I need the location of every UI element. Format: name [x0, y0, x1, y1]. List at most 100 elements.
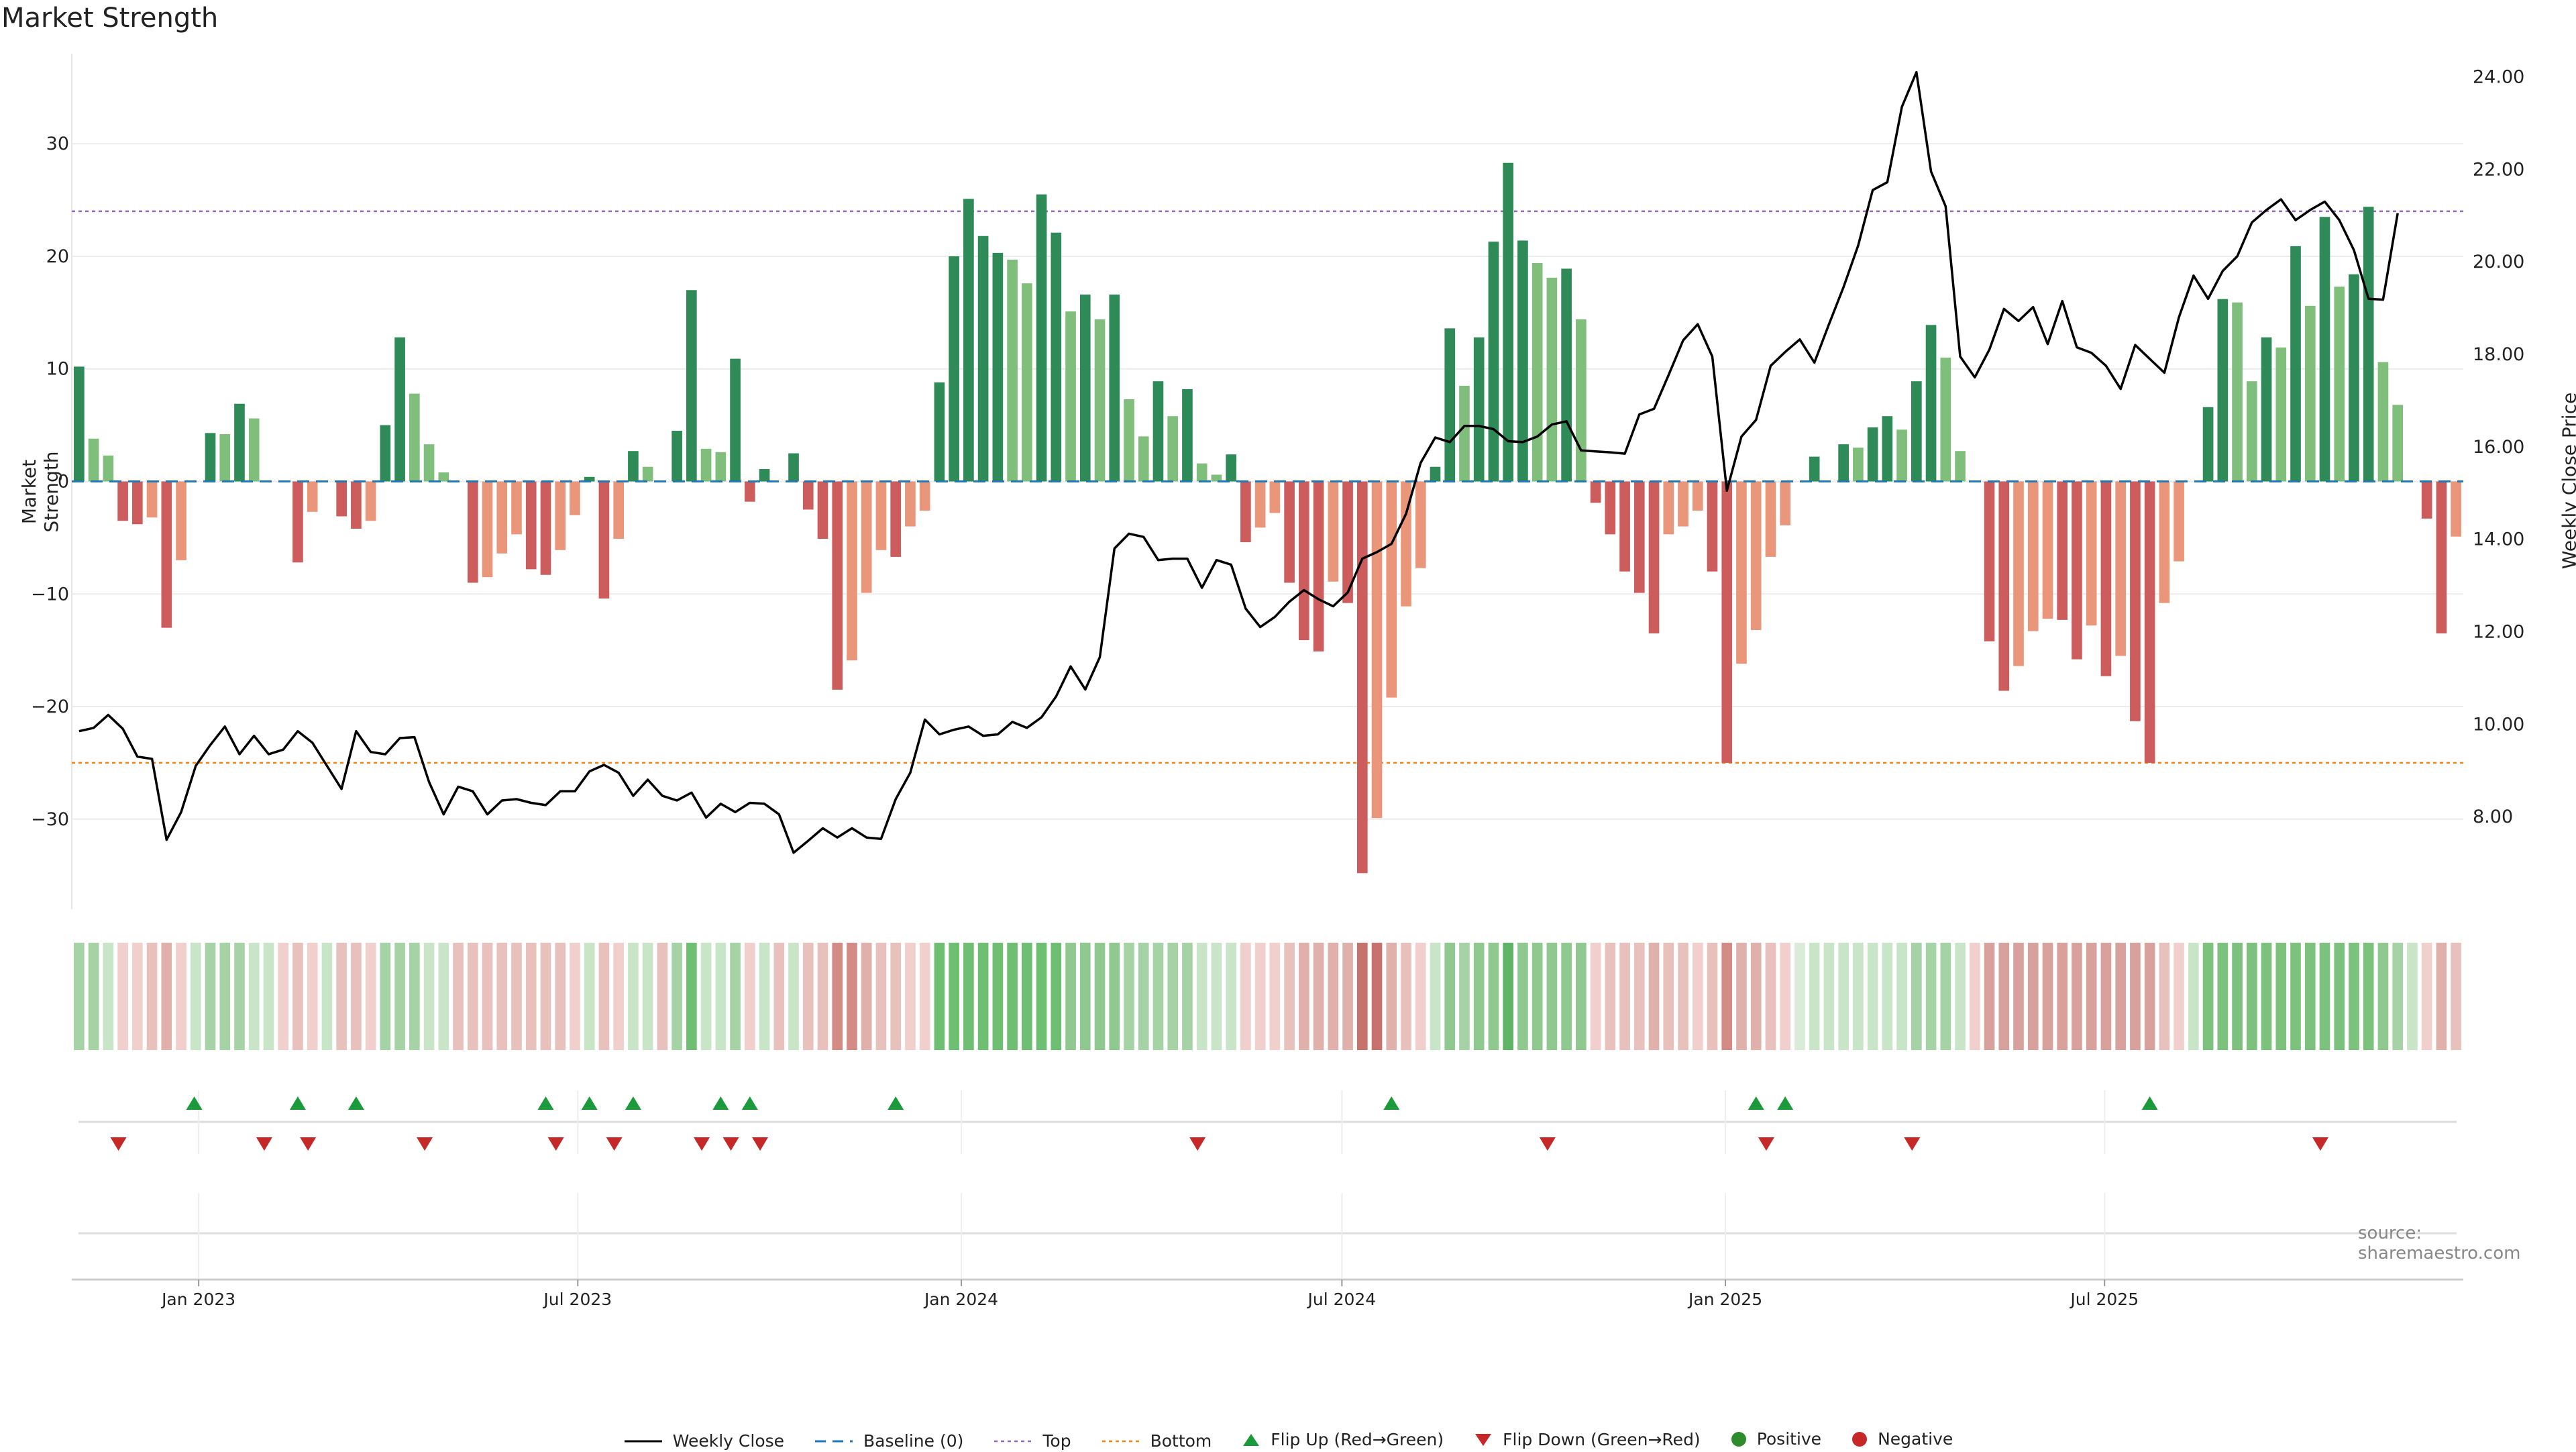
regime-cell — [920, 943, 930, 1050]
regime-cell — [1197, 943, 1208, 1050]
regime-cell — [292, 943, 303, 1050]
strength-bar — [2451, 482, 2461, 537]
strength-bar — [1007, 260, 1018, 481]
regime-cell — [773, 943, 784, 1050]
regime-cell — [2320, 943, 2330, 1050]
strength-bar — [1474, 338, 1485, 482]
strength-bar — [1634, 482, 1645, 593]
strength-bar — [1707, 482, 1718, 572]
regime-cell — [1007, 943, 1018, 1050]
x-tick-label: Jan 2023 — [160, 1290, 235, 1309]
y-tick-label-right: 18.00 — [2473, 344, 2524, 365]
regime-cell — [2363, 943, 2374, 1050]
flip-down-marker — [1904, 1137, 1920, 1151]
strength-bar — [468, 482, 478, 583]
strength-bar — [613, 482, 624, 539]
regime-cell — [2101, 943, 2112, 1050]
regime-cell — [1226, 943, 1236, 1050]
y-tick-label-left: −20 — [31, 696, 69, 717]
strength-bar — [1240, 482, 1251, 543]
strength-bar — [2203, 407, 2214, 482]
regime-cell — [1605, 943, 1616, 1050]
regime-cell — [1299, 943, 1309, 1050]
strength-bar — [1444, 328, 1455, 481]
regime-cell — [1240, 943, 1251, 1050]
strength-bar — [1313, 482, 1324, 652]
strength-bar — [2174, 482, 2184, 562]
regime-cell — [191, 943, 201, 1050]
strength-bar — [1911, 381, 1922, 481]
strength-bar — [599, 482, 610, 599]
strength-bar — [292, 482, 303, 563]
strength-bar — [2320, 217, 2330, 481]
strength-bar — [1080, 295, 1091, 481]
regime-cell — [74, 943, 85, 1050]
regime-cell — [1911, 943, 1922, 1050]
regime-cell — [993, 943, 1004, 1050]
regime-cell — [2028, 943, 2039, 1050]
regime-cell — [1095, 943, 1106, 1050]
x-tick-label: Jul 2025 — [2069, 1290, 2139, 1309]
regime-cell — [1342, 943, 1353, 1050]
regime-cell — [2392, 943, 2403, 1050]
strength-bar — [949, 256, 959, 482]
strength-bar — [161, 482, 172, 628]
regime-cell — [1751, 943, 1762, 1050]
strength-bar — [394, 338, 405, 482]
regime-cell — [438, 943, 449, 1050]
regime-cell — [394, 943, 405, 1050]
flip-down-marker — [694, 1137, 710, 1151]
regime-cell — [307, 943, 318, 1050]
regime-cell — [496, 943, 507, 1050]
y-tick-label-right: 24.00 — [2473, 66, 2524, 87]
strength-bar — [1678, 482, 1688, 527]
strength-bar — [1051, 233, 1061, 482]
regime-cell — [351, 943, 362, 1050]
strength-bar — [1328, 482, 1338, 582]
regime-cell — [1372, 943, 1383, 1050]
flip-up-marker — [712, 1096, 729, 1110]
strength-bar — [905, 482, 916, 527]
strength-bar — [1838, 444, 1849, 481]
legend-label: Flip Up (Red→Green) — [1271, 1430, 1444, 1449]
regime-cell — [1444, 943, 1455, 1050]
regime-cell — [526, 943, 537, 1050]
regime-cell — [1853, 943, 1864, 1050]
regime-cell — [643, 943, 653, 1050]
regime-cell — [2247, 943, 2257, 1050]
regime-cell — [2218, 943, 2229, 1050]
flip-up-marker — [1777, 1096, 1793, 1110]
regime-cell — [1707, 943, 1718, 1050]
regime-cell — [147, 943, 158, 1050]
regime-cell — [978, 943, 989, 1050]
y-tick-label-left: 30 — [46, 134, 69, 154]
strength-bar — [1766, 482, 1776, 557]
regime-cell — [730, 943, 741, 1050]
regime-cell — [2188, 943, 2199, 1050]
strength-bar — [628, 451, 639, 481]
regime-cell — [584, 943, 595, 1050]
strength-bar — [336, 482, 347, 517]
regime-cell — [847, 943, 857, 1050]
regime-cell — [745, 943, 755, 1050]
strength-bar — [2290, 246, 2301, 482]
strength-bar — [2349, 274, 2359, 482]
regime-cell — [1678, 943, 1688, 1050]
regime-cell — [1357, 943, 1368, 1050]
strength-bar — [2422, 482, 2432, 519]
strength-bar — [1532, 263, 1543, 481]
strength-bar — [1591, 482, 1601, 503]
regime-cell — [2261, 943, 2272, 1050]
legend-label: Top — [1042, 1431, 1071, 1451]
flip-up-marker — [625, 1096, 641, 1110]
regime-cell — [1984, 943, 1995, 1050]
regime-cell — [1955, 943, 1966, 1050]
regime-cell — [1926, 943, 1937, 1050]
strength-bar — [2436, 482, 2447, 633]
flip-down-marker — [1189, 1137, 1205, 1151]
strength-bar — [2261, 338, 2272, 482]
strength-bar — [1853, 448, 1864, 481]
regime-cell — [2422, 943, 2432, 1050]
regime-cell — [2305, 943, 2316, 1050]
